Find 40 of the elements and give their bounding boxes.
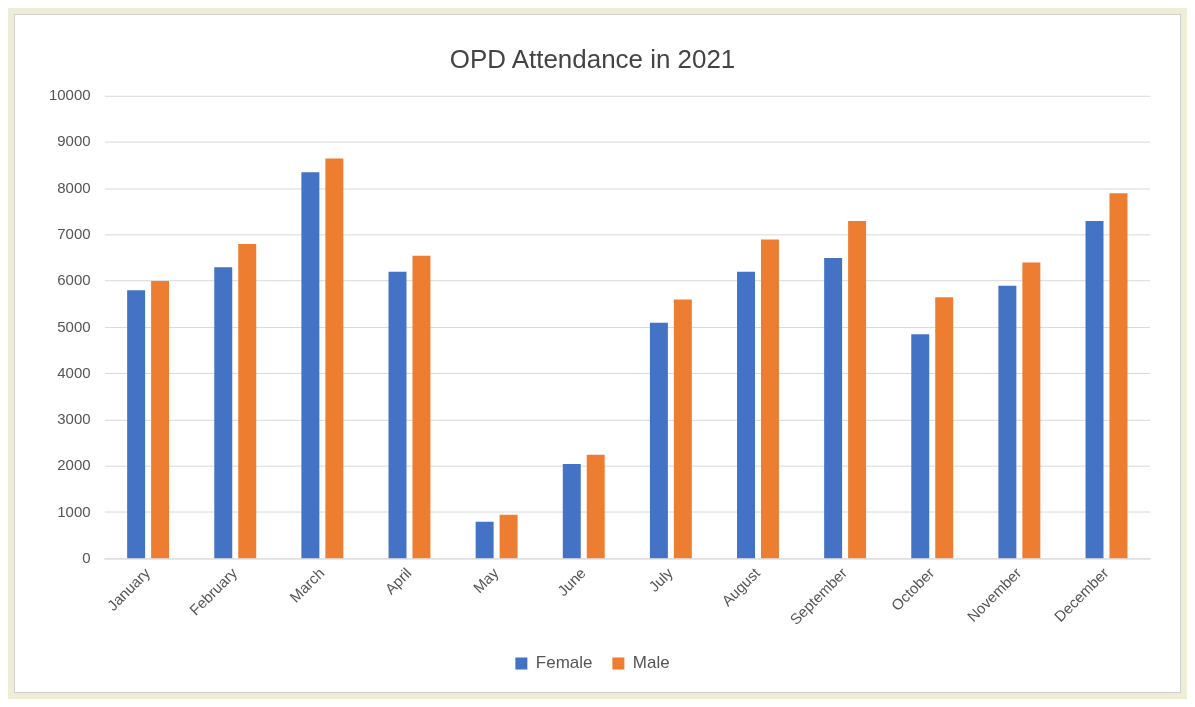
- x-tick-label: July: [645, 563, 677, 595]
- bar: [475, 521, 494, 559]
- y-tick-label: 7000: [57, 224, 91, 242]
- y-tick-label: 3000: [57, 410, 91, 428]
- bar: [388, 271, 407, 559]
- bar: [1109, 193, 1128, 559]
- bar: [935, 297, 954, 559]
- bar: [127, 290, 146, 559]
- bar: [673, 299, 692, 559]
- bar: [151, 281, 170, 559]
- y-tick-label: 10000: [48, 86, 91, 104]
- y-tick-label: 8000: [57, 178, 91, 196]
- bar: [824, 257, 843, 559]
- bar: [325, 158, 344, 559]
- bar: [238, 244, 257, 559]
- bar: [301, 172, 320, 559]
- chart-title: OPD Attendance in 2021: [449, 44, 736, 73]
- y-tick-label: 2000: [57, 456, 91, 474]
- legend-label: Female: [535, 653, 593, 673]
- bar: [412, 255, 431, 559]
- y-tick-label: 4000: [57, 363, 91, 381]
- y-tick-label: 5000: [57, 317, 91, 335]
- y-tick-label: 1000: [57, 502, 91, 520]
- bar: [1022, 262, 1041, 559]
- bar: [998, 285, 1017, 559]
- y-tick-label: 0: [82, 548, 91, 566]
- bar: [499, 514, 518, 559]
- bar: [649, 322, 668, 559]
- bar: [562, 463, 581, 559]
- bar: [911, 334, 930, 559]
- bar: [214, 267, 233, 559]
- y-tick-label: 6000: [57, 271, 91, 289]
- bar: [848, 220, 867, 559]
- x-tick-label: May: [469, 563, 503, 597]
- legend-label: Male: [632, 653, 670, 673]
- y-tick-label: 9000: [57, 132, 91, 150]
- bar: [760, 239, 779, 559]
- bar: [737, 271, 755, 559]
- bar: [1085, 220, 1104, 559]
- bar: [586, 454, 605, 559]
